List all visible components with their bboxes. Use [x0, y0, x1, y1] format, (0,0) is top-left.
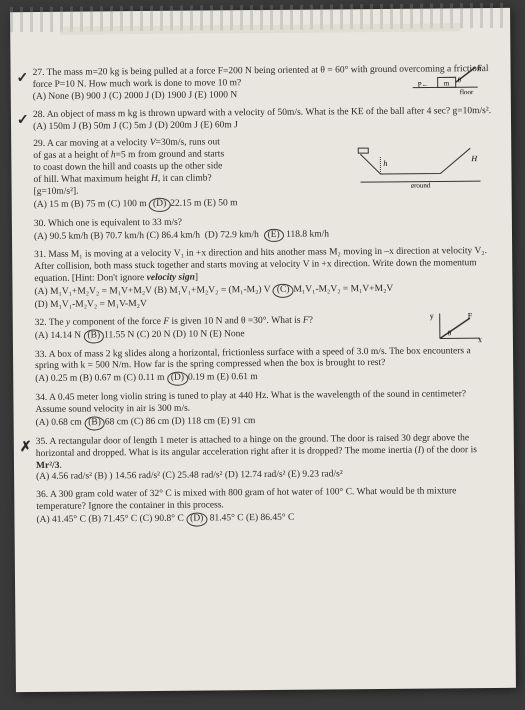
question-31: 31. Mass M₁ is moving at a velocity V₁ i…	[34, 246, 495, 311]
q33-body: A box of mass 2 kg slides along a horizo…	[35, 346, 471, 372]
svg-text:m: m	[443, 79, 449, 87]
q36-body: A 300 gram cold water of 32° C is mixed …	[36, 487, 456, 513]
circled-answer: (D)	[148, 198, 169, 212]
q33-options: (A) 0.25 m (B) 0.67 m (C) 0.11 m (D)0.19…	[35, 372, 258, 384]
q36-text: 36.	[36, 490, 48, 500]
q31-text: 31.	[34, 250, 46, 260]
circled-answer: (D)	[186, 512, 207, 526]
svg-text:θ: θ	[457, 76, 461, 84]
question-28: ✓ 28. An object of mass m kg is thrown u…	[32, 106, 492, 134]
exam-paper: ✓ 27. The mass m=20 kg is being pulled a…	[10, 8, 516, 692]
check-mark: ✓	[16, 112, 28, 130]
q29-options: (A) 15 m (B) 75 m (C) 100 m (D)22.15 m (…	[33, 198, 237, 210]
svg-text:y: y	[429, 311, 433, 320]
question-29: 29. A car moving at a velocity V=30m/s, …	[33, 135, 494, 212]
q28-text: 28.	[32, 110, 44, 120]
q34-body: A 0.45 meter long violin string is tuned…	[35, 389, 466, 415]
svg-text:F: F	[477, 63, 482, 72]
question-27: ✓ 27. The mass m=20 kg is being pulled a…	[32, 64, 492, 104]
circled-answer: (E)	[263, 228, 283, 242]
q27-text: 27.	[32, 68, 44, 78]
q35-options: (A) 4.56 rad/s² (B) ) 14.56 rad/s² (C) 2…	[36, 470, 343, 483]
circled-answer: (B)	[83, 329, 104, 343]
svg-text:θ: θ	[447, 329, 451, 337]
q35-body: A rectangular door of length 1 meter is …	[35, 433, 476, 471]
q34-options: (A) 0.68 cm (B)68 cm (C) 86 cm (D) 118 c…	[35, 416, 255, 428]
q35-text: 35.	[35, 437, 47, 447]
q29-text: 29.	[33, 139, 45, 149]
svg-text:floor: floor	[459, 88, 473, 95]
svg-text:ground: ground	[410, 182, 430, 189]
q32-body: The y component of the force F is given …	[48, 315, 312, 327]
question-33: 33. A box of mass 2 kg slides along a ho…	[34, 345, 494, 387]
svg-text:F: F	[467, 311, 472, 320]
q29-body: A car moving at a velocity V=30m/s, runs…	[33, 138, 224, 197]
q31-options: (A) M₁V₁+M₂V₂ = M₁V+M₂V (B) M₁V₁+M₂V₂ = …	[34, 284, 393, 310]
circled-answer: (D)	[166, 372, 187, 386]
q30-options: (A) 90.5 km/h (B) 70.7 km/h (C) 86.4 km/…	[33, 229, 328, 242]
question-30: 30. Which one is equivalent to 33 m/s? (…	[33, 215, 493, 245]
check-mark: ✗	[19, 439, 31, 457]
q33-text: 33.	[34, 349, 46, 359]
q27-diagram: F m θ P← floor	[407, 62, 487, 93]
circled-answer: (C)	[272, 284, 293, 298]
q30-text: 30.	[33, 219, 45, 229]
q32-options: (A) 14.14 N (B)11.55 N (C) 20 N (D) 10 N…	[34, 329, 244, 341]
svg-text:h: h	[383, 159, 387, 168]
q31-body: Mass M₁ is moving at a velocity V₁ in +x…	[34, 246, 487, 284]
svg-text:x: x	[477, 335, 481, 344]
q29-diagram: h H ground	[355, 143, 485, 184]
circled-answer: (B)	[84, 416, 105, 430]
question-36: 36. A 300 gram cold water of 32° C is mi…	[36, 486, 496, 528]
question-35: ✗ 35. A rectangular door of length 1 met…	[35, 433, 495, 485]
q34-text: 34.	[35, 393, 47, 403]
q28-options: (A) 150m J (B) 50m J (C) 5m J (D) 200m J…	[32, 120, 237, 132]
svg-text:H: H	[470, 154, 478, 163]
q30-body: Which one is equivalent to 33 m/s?	[47, 217, 181, 228]
q32-diagram: y x F θ	[429, 310, 484, 345]
q36-options: (A) 41.45° C (B) 71.45° C (C) 90.8° C (D…	[36, 513, 294, 525]
question-34: 34. A 0.45 meter long violin string is t…	[35, 389, 495, 431]
q27-options: (A) None (B) 900 J (C) 2000 J (D) 1900 J…	[32, 90, 237, 102]
svg-text:P←: P←	[417, 81, 428, 89]
q28-body: An object of mass m kg is thrown upward …	[46, 106, 490, 120]
check-mark: ✓	[16, 70, 28, 88]
question-32: 32. The y component of the force F is gi…	[34, 314, 494, 344]
q32-text: 32.	[34, 318, 46, 328]
